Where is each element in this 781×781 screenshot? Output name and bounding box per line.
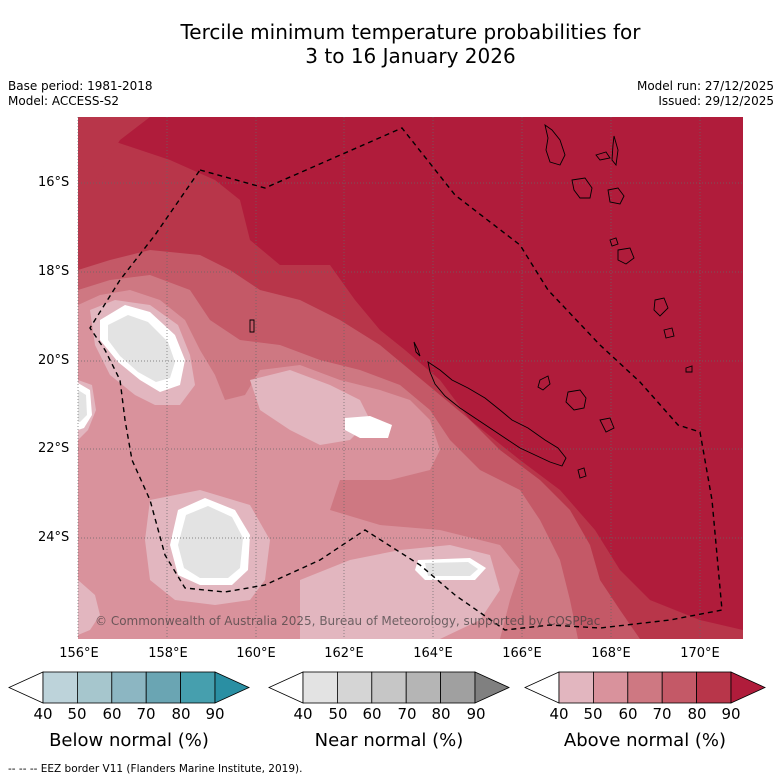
lon-label-170e: 170°E (680, 646, 720, 661)
loyalty-islands-outline-2 (565, 389, 587, 411)
coastlines (249, 123, 693, 479)
graticule (77, 117, 743, 639)
above-colorbar-bin-50 (593, 671, 629, 704)
probability-field (78, 117, 743, 639)
field-white-rim-3 (345, 416, 392, 438)
isle-of-pines-outline (577, 467, 587, 479)
eez-border (89, 127, 723, 631)
lat-label-22s: 22°S (38, 441, 70, 456)
title-line-1: Tercile minimum temperature probabilitie… (180, 20, 641, 44)
small-islet-outline-1 (249, 319, 255, 333)
vanuatu-espiritu-santo-outline (544, 123, 566, 166)
issued-date: Issued: 29/12/2025 (658, 94, 774, 108)
near-tick-70: 70 (397, 705, 417, 723)
field-above-40-b (250, 370, 370, 445)
below-tick-80: 80 (171, 705, 191, 723)
vanuatu-ambae-outline (595, 151, 611, 161)
near-colorbar-bin-50 (336, 671, 373, 704)
near-colorbar-bin-80 (440, 671, 476, 704)
below-colorbar-extend-high (214, 671, 250, 704)
lon-label-166e: 166°E (502, 646, 542, 661)
near-tick-40: 40 (293, 705, 313, 723)
below-tick-60: 60 (102, 705, 122, 723)
lat-label-16s: 16°S (38, 175, 70, 190)
below-colorbar-bin-80 (180, 671, 216, 704)
near-normal-title: Near normal (%) (314, 730, 464, 751)
above-colorbar-extend-low (524, 671, 560, 704)
near-colorbar-bin-60 (371, 671, 407, 704)
below-colorbar-bin-70 (145, 671, 181, 704)
above-colorbar-bin-70 (661, 671, 698, 704)
near-tick-60: 60 (362, 705, 382, 723)
below-colorbar-bin-50 (77, 671, 113, 704)
above-tick-70: 70 (652, 705, 672, 723)
lon-label-160e: 160°E (236, 646, 276, 661)
lon-label-168e: 168°E (591, 646, 631, 661)
hunter-matthew-outline-1 (653, 297, 669, 317)
above-tick-80: 80 (687, 705, 707, 723)
lon-label-164e: 164°E (413, 646, 453, 661)
loyalty-islands-outline-1 (537, 375, 551, 391)
vanuatu-efate-outline (607, 187, 625, 205)
base-period: Base period: 1981-2018 (8, 79, 153, 93)
lon-label-156e: 156°E (59, 646, 99, 661)
meta-left: Base period: 1981-2018 Model: ACCESS-S2 (8, 79, 153, 109)
above-tick-90: 90 (721, 705, 741, 723)
new-caledonia-outline (427, 361, 567, 467)
below-colorbar-bin-60 (111, 671, 147, 704)
near-tick-50: 50 (328, 705, 348, 723)
above-colorbar-extend-high (730, 671, 766, 704)
vanuatu-erromango-outline (609, 237, 619, 247)
vanuatu-tanna-outline (617, 247, 635, 265)
below-colorbar-bin-40 (42, 671, 78, 704)
near-tick-80: 80 (431, 705, 451, 723)
above-normal-title: Above normal (%) (563, 730, 727, 751)
above-tick-50: 50 (583, 705, 603, 723)
lat-label-18s: 18°S (38, 264, 70, 279)
lat-label-24s: 24°S (38, 530, 70, 545)
near-tick-90: 90 (466, 705, 486, 723)
near-colorbar-extend-high (474, 671, 510, 704)
below-normal-title: Below normal (%) (49, 730, 209, 751)
model-name: Model: ACCESS-S2 (8, 94, 120, 108)
below-colorbar-extend-low (8, 671, 44, 704)
model-run: Model run: 27/12/2025 (636, 79, 774, 93)
field-near-40-3 (425, 562, 478, 576)
field-near-40-4 (78, 390, 87, 422)
field-above-80-top (78, 117, 150, 210)
eez-footnote: -- -- -- EEZ border V11 (Flanders Marine… (8, 763, 303, 775)
above-tick-60: 60 (618, 705, 638, 723)
near-colorbar-bin-70 (405, 671, 442, 704)
meta-right: Model run: 27/12/2025 Issued: 29/12/2025 (637, 79, 774, 109)
lon-label-158e: 158°E (148, 646, 188, 661)
belep-islands-outline (413, 341, 421, 357)
field-near-40-2 (178, 506, 243, 578)
above-colorbar-bin-40 (558, 671, 594, 704)
near-colorbar-bin-40 (302, 671, 338, 704)
above-colorbar-bin-80 (696, 671, 732, 704)
title-line-2: 3 to 16 January 2026 (305, 44, 516, 68)
lon-label-162e: 162°E (324, 646, 364, 661)
map-title: Tercile minimum temperature probabilitie… (0, 20, 781, 68)
below-tick-90: 90 (205, 705, 225, 723)
field-above-40-e (78, 580, 100, 635)
above-tick-40: 40 (549, 705, 569, 723)
vanuatu-maewo-outline (611, 135, 619, 167)
copyright-notice: © Commonwealth of Australia 2025, Bureau… (95, 614, 601, 628)
colorbar-group (8, 671, 766, 704)
small-islet-outline-2 (685, 365, 693, 373)
vanuatu-malekula-outline (571, 177, 593, 199)
near-colorbar-extend-low (268, 671, 304, 704)
field-near-40-1 (108, 315, 175, 382)
below-tick-40: 40 (33, 705, 53, 723)
below-tick-70: 70 (136, 705, 156, 723)
hunter-matthew-outline-2 (663, 327, 675, 339)
below-tick-50: 50 (67, 705, 87, 723)
loyalty-islands-outline-3 (599, 417, 615, 433)
lat-label-20s: 20°S (38, 353, 70, 368)
above-colorbar-bin-60 (627, 671, 663, 704)
